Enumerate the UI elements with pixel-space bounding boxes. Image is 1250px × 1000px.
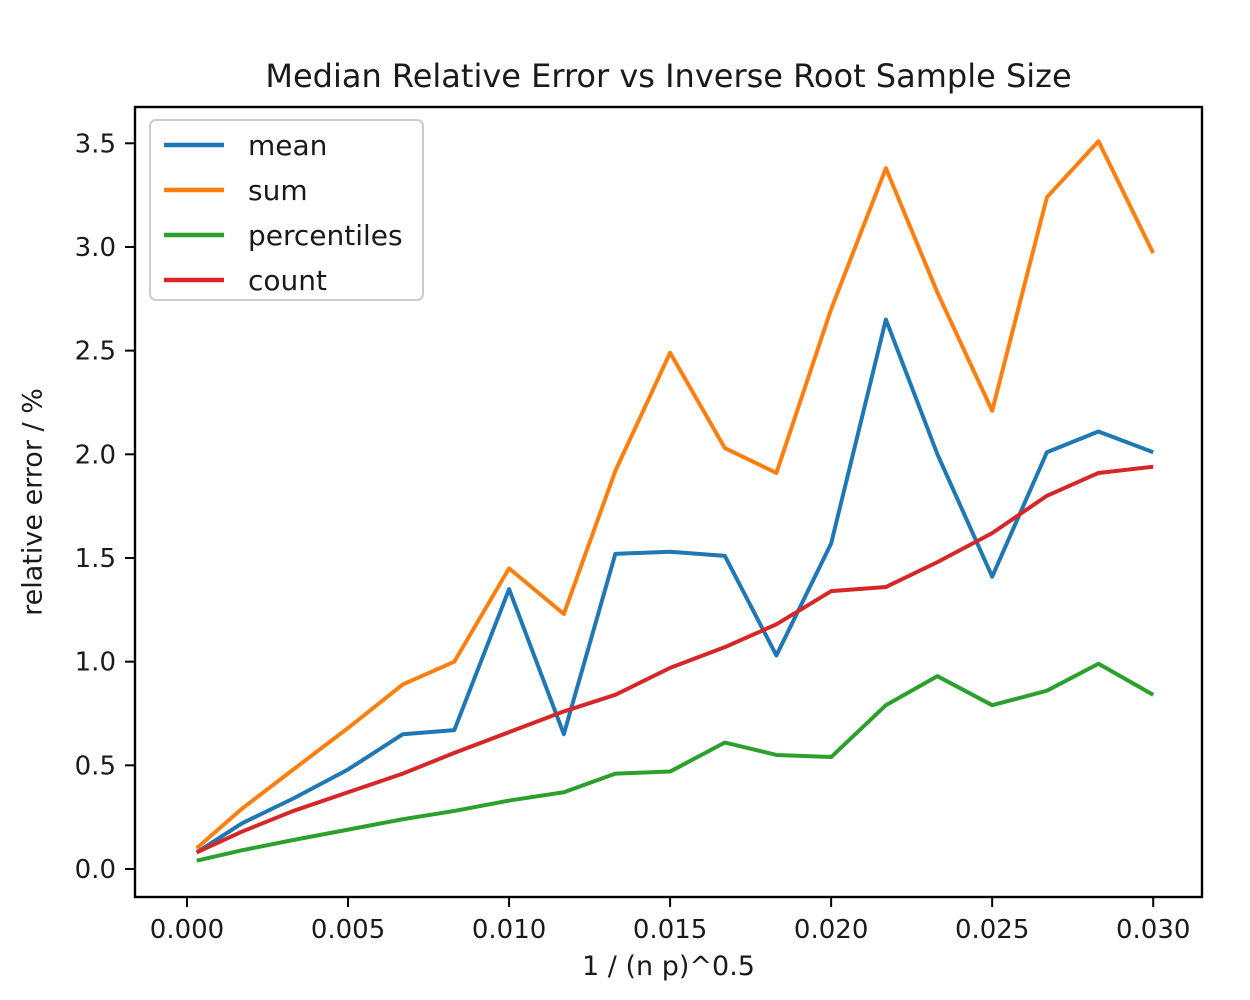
x-tick-label: 0.020 bbox=[794, 915, 868, 945]
x-tick-label: 0.000 bbox=[150, 915, 224, 945]
y-tick-label: 2.5 bbox=[75, 337, 116, 367]
y-tick-label: 1.0 bbox=[75, 648, 116, 678]
y-tick-label: 0.0 bbox=[75, 855, 116, 885]
x-tick-label: 0.005 bbox=[311, 915, 385, 945]
legend-label-mean: mean bbox=[248, 129, 327, 162]
series-line-count bbox=[195, 464, 1154, 855]
series-line-percentiles bbox=[196, 661, 1155, 863]
series-line-mean bbox=[195, 317, 1154, 855]
legend-label-count: count bbox=[248, 264, 327, 297]
legend-label-sum: sum bbox=[248, 174, 308, 207]
y-tick-label: 0.5 bbox=[75, 751, 116, 781]
y-tick-label: 1.5 bbox=[75, 544, 116, 574]
legend-box bbox=[149, 119, 424, 301]
legend-label-percentiles: percentiles bbox=[248, 219, 403, 252]
plot-spines bbox=[133, 105, 1204, 899]
x-axis-label: 1 / (n p)^0.5 bbox=[582, 951, 755, 982]
x-tick-label: 0.025 bbox=[955, 915, 1029, 945]
x-tick-label: 0.015 bbox=[633, 915, 707, 945]
y-tick-label: 2.0 bbox=[75, 440, 116, 470]
chart-title: Median Relative Error vs Inverse Root Sa… bbox=[265, 57, 1072, 95]
x-tick-label: 0.030 bbox=[1116, 915, 1190, 945]
y-tick-label: 3.5 bbox=[75, 129, 116, 159]
y-axis-label: relative error / % bbox=[17, 388, 49, 616]
series-line-sum bbox=[195, 139, 1156, 850]
x-tick-label: 0.010 bbox=[472, 915, 546, 945]
y-tick-label: 3.0 bbox=[75, 233, 116, 263]
